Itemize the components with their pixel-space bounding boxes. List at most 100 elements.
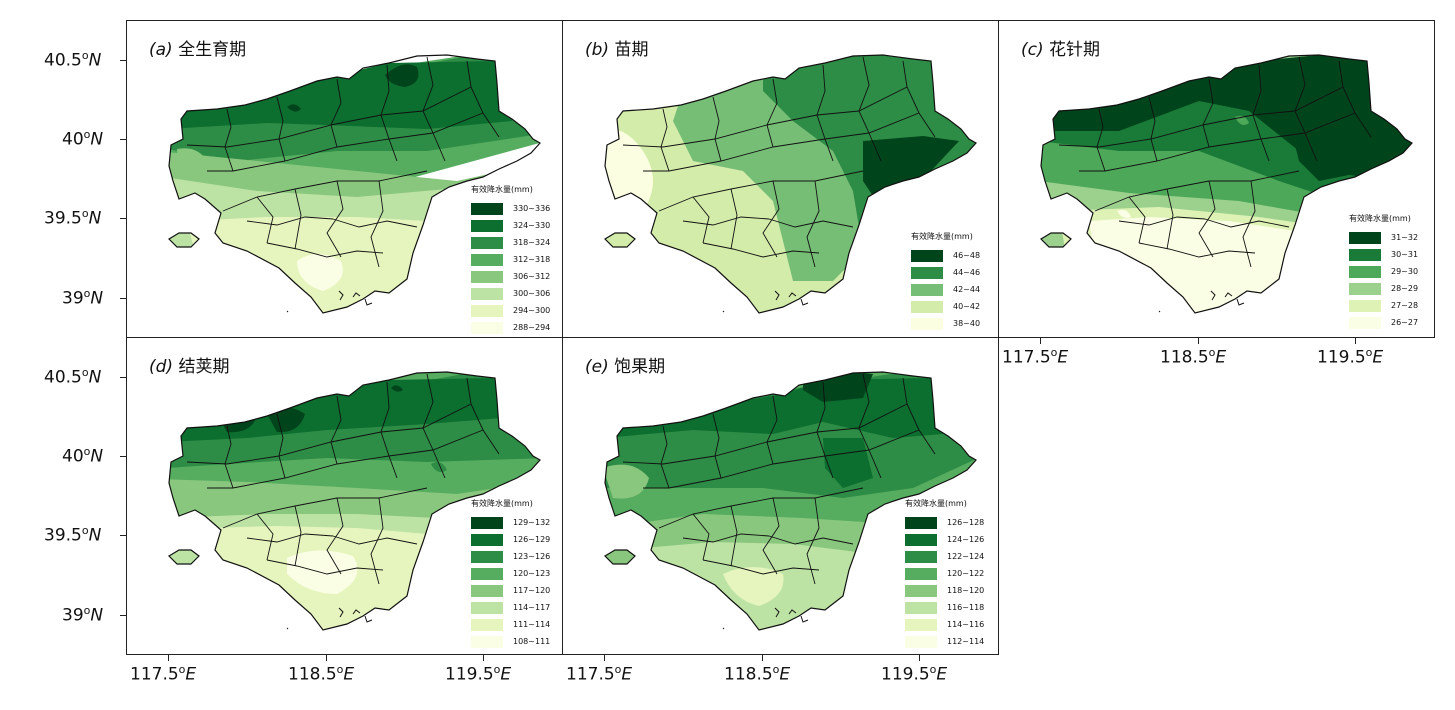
legend-entry: 118~120 (905, 582, 984, 599)
legend-swatch (911, 317, 943, 330)
legend-label: 114~117 (513, 603, 551, 612)
legend-label: 120~123 (513, 569, 551, 578)
legend-swatch (905, 618, 937, 631)
panel-letter-d: (d) (149, 357, 174, 377)
legend-label: 40~42 (953, 302, 981, 311)
legend-entry: 29~30 (1349, 263, 1418, 280)
legend-entry: 116~118 (905, 599, 984, 616)
county-boundary (1338, 60, 1372, 138)
legend-entry: 294~300 (471, 302, 550, 319)
contour-band (287, 550, 358, 594)
county-boundary (1118, 216, 1206, 226)
county-boundary (256, 196, 274, 244)
county-boundary (1198, 180, 1216, 258)
axis-tick (120, 377, 126, 379)
legend-label: 111~114 (513, 620, 551, 629)
legend-swatch (471, 618, 503, 631)
legend-entry: 44~46 (911, 264, 980, 281)
county-boundary (643, 112, 920, 172)
panel-title-d: (d) 结荚期 (149, 352, 229, 377)
longitude-label: 119.5oE (1317, 346, 1384, 368)
longitude-label: 117.5oE (1002, 346, 1069, 368)
legend-entry: 288~294 (471, 319, 550, 336)
legend-label: 27~28 (1391, 301, 1419, 310)
axis-tick (120, 535, 126, 537)
legend-title: 有效降水量(mm) (1349, 214, 1411, 223)
latitude-label: 39.5oN (44, 207, 102, 229)
latitude-label: 40.5oN (44, 366, 102, 388)
legend-entry: 300~306 (471, 285, 550, 302)
county-boundary (766, 78, 778, 148)
coast-islet (800, 615, 809, 623)
county-boundary (660, 425, 670, 489)
legend-label: 120~122 (947, 569, 985, 578)
legend-label: 114~116 (947, 620, 985, 629)
legend-d: 有效降水量(mm) 129~132 126~129 123~126 120~123 117… (471, 498, 550, 650)
map-panel-b: (b) 苗期 有效降水量(mm) 46~48 44~46 42~44 40~42 38~4… (562, 20, 999, 338)
island-outline (168, 549, 200, 565)
contour-band (723, 567, 784, 606)
legend-entry: 324~330 (471, 217, 550, 234)
legend-label: 306~312 (513, 272, 551, 281)
legend-label: 123~126 (513, 552, 551, 561)
contour-band (863, 136, 959, 211)
map-e (604, 371, 977, 631)
county-boundary (326, 497, 344, 575)
legend-c: 有效降水量(mm) 31~32 30~31 29~30 28~29 27~28 26~27 (1349, 213, 1418, 331)
contour-band (605, 464, 649, 499)
coast-islet (338, 290, 344, 301)
legend-label: 324~330 (513, 221, 551, 230)
longitude-label: 118.5oE (724, 663, 791, 685)
contour-band (287, 64, 419, 112)
county-boundary (330, 395, 342, 465)
county-boundary (246, 216, 334, 226)
legend-swatch (471, 550, 503, 563)
county-boundary (643, 429, 920, 489)
legend-label: 38~40 (953, 319, 981, 328)
latitude-label: 40.5oN (44, 49, 102, 71)
map-panel-d: (d) 结荚期 有效降水量(mm) 129~132 126~129 123~126 12… (126, 337, 563, 655)
region-outline (168, 54, 541, 314)
legend-entry: 46~48 (911, 247, 980, 264)
county-boundary (902, 377, 936, 455)
legend-swatch (905, 516, 937, 529)
county-boundary (332, 535, 418, 545)
coast-islet (364, 615, 373, 623)
panel-title-c: (c) 花针期 (1021, 35, 1100, 60)
legend-swatch (911, 283, 943, 296)
contour-band (217, 385, 403, 433)
legend-title: 有效降水量(mm) (471, 499, 533, 508)
region-outline (604, 54, 977, 314)
county-boundary (207, 112, 484, 172)
legend-e: 有效降水量(mm) 126~128 124~126 122~124 120~122 118… (905, 498, 984, 650)
county-boundary (660, 108, 670, 172)
legend-swatch (471, 601, 503, 614)
legend-label: 112~114 (947, 637, 985, 646)
panel-name-d: 结荚期 (178, 357, 230, 377)
panel-letter-b: (b) (585, 40, 610, 60)
legend-entry: 306~312 (471, 268, 550, 285)
region-outline (604, 371, 977, 631)
county-boundary (222, 170, 428, 212)
coast-islet (286, 627, 289, 630)
longitude-label: 119.5oE (445, 663, 512, 685)
axis-tick (483, 655, 485, 661)
contour-band (431, 462, 447, 472)
county-boundary (682, 533, 770, 543)
legend-label: 294~300 (513, 306, 551, 315)
panel-letter-a: (a) (149, 40, 173, 60)
legend-label: 26~27 (1391, 318, 1419, 327)
panel-name-e: 饱果期 (614, 357, 666, 377)
coast-islet (774, 607, 780, 618)
legend-swatch (471, 304, 503, 317)
county-boundary (1202, 78, 1214, 148)
contour-band (1289, 115, 1379, 181)
legend-swatch (471, 219, 503, 232)
legend-swatch (1349, 231, 1381, 244)
county-boundary (712, 413, 722, 479)
legend-swatch (1349, 299, 1381, 312)
panel-letter-e: (e) (585, 357, 609, 377)
legend-swatch (905, 533, 937, 546)
panel-title-e: (e) 饱果期 (585, 352, 665, 377)
longitude-label: 118.5oE (1160, 346, 1227, 368)
